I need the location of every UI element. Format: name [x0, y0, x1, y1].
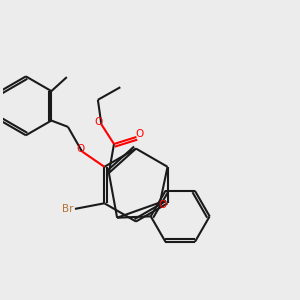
Text: O: O: [94, 117, 103, 127]
Text: O: O: [136, 129, 144, 139]
Text: O: O: [159, 200, 167, 210]
Text: O: O: [76, 144, 85, 154]
Text: Br: Br: [62, 204, 74, 214]
